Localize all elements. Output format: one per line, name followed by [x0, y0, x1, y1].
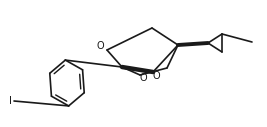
- Text: O: O: [139, 73, 147, 83]
- Text: O: O: [96, 41, 104, 51]
- Text: I: I: [9, 96, 11, 106]
- Text: O: O: [152, 71, 160, 81]
